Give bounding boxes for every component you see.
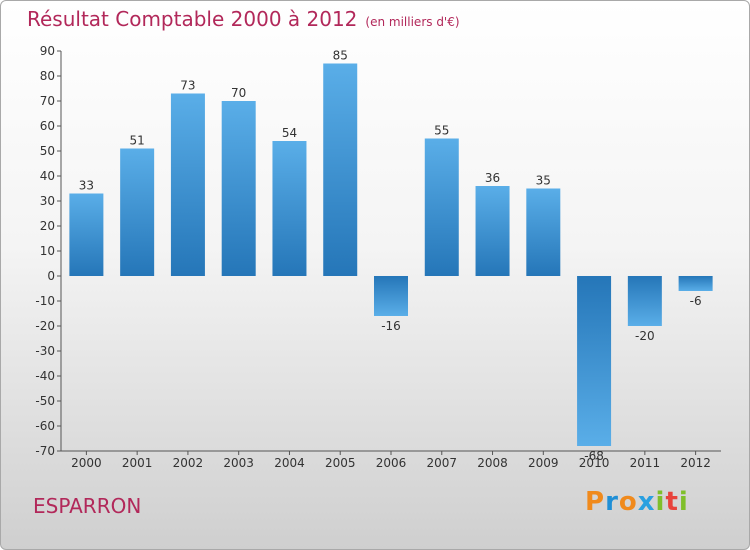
x-tick-label: 2005: [325, 456, 356, 470]
y-tick-label: 80: [40, 69, 55, 83]
data-label: -20: [635, 329, 655, 343]
data-label: -6: [690, 294, 702, 308]
y-tick-label: 30: [40, 194, 55, 208]
chart-title: Résultat Comptable 2000 à 2012 (en millie…: [27, 7, 460, 31]
data-label: 70: [231, 86, 246, 100]
x-tick-label: 2012: [680, 456, 711, 470]
chart-bars: [69, 63, 713, 446]
x-tick-label: 2007: [426, 456, 457, 470]
bar: [424, 138, 459, 276]
x-tick-label: 2010: [579, 456, 610, 470]
bar: [627, 276, 662, 326]
data-label: 55: [434, 124, 449, 138]
y-tick-label: -30: [35, 344, 55, 358]
x-tick-label: 2006: [376, 456, 407, 470]
x-tick-label: 2008: [477, 456, 508, 470]
proxiti-logo: Proxiti: [585, 487, 689, 517]
bar: [221, 101, 256, 276]
logo-letter: i: [655, 487, 666, 517]
y-tick-label: 50: [40, 144, 55, 158]
bar: [323, 63, 358, 276]
data-label: 51: [130, 134, 145, 148]
bar: [374, 276, 408, 316]
logo-letter: t: [665, 487, 679, 517]
logo-letter: x: [637, 487, 656, 517]
chart-axes: 9080706050403020100-10-20-30-40-50-60-70…: [35, 44, 721, 470]
x-tick-label: 2001: [122, 456, 153, 470]
logo-letter: i: [678, 487, 689, 517]
chart-subtitle: (en milliers d'€): [365, 15, 460, 29]
y-tick-label: 0: [47, 269, 55, 283]
bar: [475, 186, 510, 276]
y-tick-label: -20: [35, 319, 55, 333]
data-label: 85: [333, 49, 348, 63]
data-label: -16: [381, 319, 401, 333]
x-tick-label: 2011: [630, 456, 661, 470]
bar: [120, 148, 155, 276]
logo-letter: P: [585, 487, 606, 517]
bar: [526, 188, 561, 276]
data-label: 33: [79, 179, 94, 193]
place-name: ESPARRON: [33, 494, 142, 518]
logo-letter: o: [618, 487, 638, 517]
y-tick-label: 90: [40, 44, 55, 58]
y-tick-label: -70: [35, 444, 55, 458]
chart-labels: 33 51 73 70 54 85 -16 55 36 35 -68 -20 -6: [79, 49, 702, 464]
x-tick-label: 2000: [71, 456, 102, 470]
y-tick-label: 40: [40, 169, 55, 183]
x-tick-label: 2003: [223, 456, 254, 470]
x-tick-label: 2002: [173, 456, 204, 470]
y-tick-label: 20: [40, 219, 55, 233]
x-tick-label: 2009: [528, 456, 559, 470]
bar: [69, 193, 104, 276]
chart-title-text: Résultat Comptable 2000 à 2012: [27, 7, 358, 31]
data-label: 73: [180, 79, 195, 93]
y-tick-label: 10: [40, 244, 55, 258]
x-tick-label: 2004: [274, 456, 305, 470]
logo-letter: r: [605, 487, 619, 517]
y-tick-label: -60: [35, 419, 55, 433]
y-tick-label: 70: [40, 94, 55, 108]
bar: [678, 276, 713, 291]
data-label: -68: [584, 449, 604, 463]
bar: [272, 141, 307, 276]
data-label: 36: [485, 171, 500, 185]
y-tick-label: -40: [35, 369, 55, 383]
bar: [170, 93, 205, 276]
y-tick-label: 60: [40, 119, 55, 133]
y-tick-label: -10: [35, 294, 55, 308]
data-label: 35: [536, 174, 551, 188]
bar: [577, 276, 612, 446]
y-tick-label: -50: [35, 394, 55, 408]
data-label: 54: [282, 126, 297, 140]
